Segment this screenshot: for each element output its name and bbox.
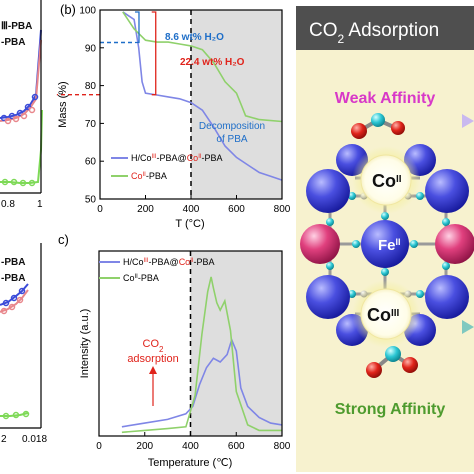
panel-b-x-tick-label: 400 [183, 204, 200, 215]
panel-c-annotation-co2-1: CO2 [143, 338, 165, 354]
left-bottom-tick-1: 0.018 [22, 434, 47, 445]
left-bottom-legend-1: -PBA [1, 257, 25, 268]
panel-c-x-axis-label: Temperature (℃) [148, 457, 233, 469]
pink-sphere-group [300, 224, 474, 264]
panel-c-shaded-region [190, 251, 282, 436]
panel-b-y-tick-label: 90 [85, 43, 97, 54]
panel-c-series-1-line [121, 337, 283, 428]
left-top-fragment: Ⅲ-PBA -PBA 0.8 1 [0, 0, 43, 210]
panel-b-shaded-region [191, 10, 282, 199]
panel-b-series-2-line [122, 11, 283, 123]
panel-b-x-tick-label: 200 [137, 204, 154, 215]
panel-b-annotation-blue: 8.6 wt% H₂O [165, 32, 224, 43]
right-panel-title-bar [296, 6, 474, 50]
left-top-markers-green [1, 178, 36, 187]
strong-affinity-label: Strong Affinity [335, 401, 446, 418]
panel-b-y-tick-label: 100 [79, 6, 96, 17]
panel-c-x-tick-label: 600 [228, 441, 245, 452]
panel-b-x-tick-label: 800 [274, 204, 291, 215]
left-bottom-line-pink [0, 289, 29, 313]
left-top-legend-1: Ⅲ-PBA [1, 21, 32, 32]
panel-c-legend: H/CoIII-PBA@CoII-PBA CoII-PBA [99, 257, 215, 283]
co2-molecule-bottom-icon [366, 346, 418, 378]
weak-affinity-label: Weak Affinity [335, 90, 436, 107]
co-ii-sphere [360, 154, 412, 206]
left-top-tick-1: 1 [37, 199, 43, 210]
panel-b-y-tick-label: 70 [85, 119, 97, 130]
panel-b-y-tick-label: 60 [85, 157, 97, 168]
panel-c-x-tick-label: 0 [96, 441, 102, 452]
panel-b-x-axis-label: T (°C) [175, 218, 204, 230]
left-bottom-legend-2: -PBA [1, 273, 25, 284]
left-top-markers-pink [4, 106, 36, 125]
panel-c-x-tick-label: 400 [182, 441, 199, 452]
left-bottom-tick-0: 2 [1, 434, 7, 445]
panel-b-legend: H/CoIII-PBA@CoII-PBA CoII-PBA [111, 153, 223, 181]
panel-c-series-2-line [121, 276, 282, 434]
panel-b-legend-1: H/CoIII-PBA@CoII-PBA [131, 153, 223, 163]
panel-b-bracket-red [151, 11, 157, 96]
panel-b-annotation-decomp-1: Decomposition [199, 121, 265, 132]
panel-b-y-axis-label: Mass (%) [57, 81, 69, 127]
panel-c-x-tick-label: 800 [274, 441, 291, 452]
panel-b-y-tick-label: 50 [85, 195, 97, 206]
left-top-legend-2: -PBA [1, 37, 25, 48]
panel-c-y-axis-label: Intensity (a.u.) [79, 309, 91, 379]
left-top-tick-0: 0.8 [1, 199, 15, 210]
panel-b-annotation-guides [56, 11, 157, 96]
arrow-right-bottom-icon [462, 320, 474, 334]
panel-c-tpd-chart: 0 200 400 600 800 c) Intensity (a.u.) Temper… [58, 232, 291, 469]
panel-b-x-tick-label: 0 [97, 204, 103, 215]
left-top-markers-blue [0, 93, 39, 122]
panel-c-legend-1: H/CoIII-PBA@CoII-PBA [123, 257, 215, 267]
panel-b-label: (b) [60, 2, 76, 17]
fe-sphere [361, 220, 409, 268]
panel-b-annotation-decomp-2: of PBA [216, 134, 247, 145]
panel-c-annotation-co2-2: adsorption [127, 353, 178, 365]
fe-label: FeII [378, 237, 401, 254]
panel-c-label: c) [58, 232, 69, 247]
panel-b-bracket-blue [134, 11, 140, 44]
panel-b-y-tick-label: 80 [85, 81, 97, 92]
panel-b-mass-chart: 0 200 400 600 800 50 60 70 80 90 100 (b) Mass (%)… [56, 2, 291, 230]
panel-b-series-1-line [122, 11, 283, 181]
left-bottom-fragment: -PBA -PBA 2 0.018 [0, 243, 47, 445]
left-top-legend: Ⅲ-PBA -PBA [1, 21, 32, 48]
panel-b-legend-2: CoII-PBA [131, 171, 167, 181]
panel-c-legend-2: CoII-PBA [123, 273, 159, 283]
panel-c-x-tick-label: 200 [136, 441, 153, 452]
co-ii-label: CoII [372, 171, 402, 191]
panel-b-annotation-red: 22.4 wt% H₂O [180, 57, 245, 68]
panel-c-co2-arrowhead [149, 366, 157, 374]
arrow-right-top-icon [462, 114, 474, 128]
co-iii-sphere [360, 288, 412, 340]
right-schematic-panel: CO2 Adsorption Weak Affinity Strong Affi… [296, 6, 474, 472]
panel-b-x-tick-label: 600 [228, 204, 245, 215]
co2-molecule-top-icon [351, 113, 405, 139]
